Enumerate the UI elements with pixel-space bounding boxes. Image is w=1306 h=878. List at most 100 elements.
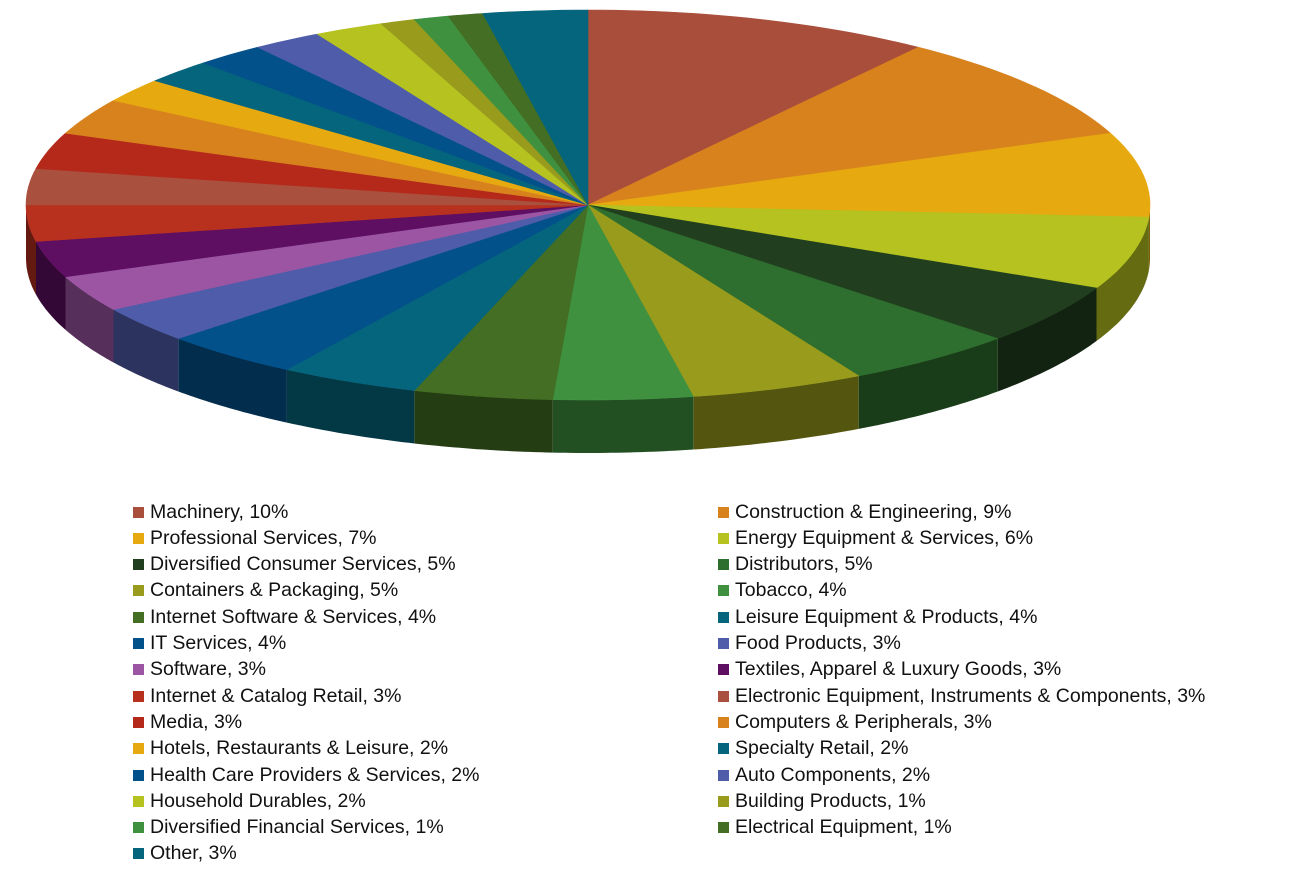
pie-slice-diversified-consumer-services bbox=[587, 204, 1098, 339]
pie-side-walls bbox=[26, 205, 1150, 453]
legend-label: Diversified Consumer Services, 5% bbox=[150, 553, 456, 576]
pie-slice-media bbox=[35, 132, 589, 206]
legend-swatch bbox=[133, 506, 144, 518]
pie-side-tobacco bbox=[552, 396, 694, 453]
legend-label: Containers & Packaging, 5% bbox=[150, 579, 399, 602]
pie-slice-software bbox=[64, 204, 589, 310]
legend-swatch bbox=[718, 559, 729, 571]
legend-item-internet-and-catalog-retail: Internet & Catalog Retail, 3% bbox=[133, 684, 401, 708]
pie-side-it-services bbox=[178, 338, 287, 423]
pie-slice-construction-and-engineering bbox=[587, 46, 1112, 206]
legend-swatch bbox=[133, 716, 144, 728]
legend-swatch bbox=[133, 559, 144, 571]
legend-swatch bbox=[718, 716, 729, 728]
legend-item-tobacco: Tobacco, 4% bbox=[718, 579, 847, 603]
legend-item-containers-and-packaging: Containers & Packaging, 5% bbox=[133, 579, 398, 603]
legend-label: Electrical Equipment, 1% bbox=[735, 816, 952, 839]
pie-slice-health-care-providers-and-services bbox=[202, 46, 589, 206]
legend-item-textiles-apparel-and-luxury-goods: Textiles, Apparel & Luxury Goods, 3% bbox=[718, 658, 1061, 682]
legend-item-electronic-equipment-instruments-and-components: Electronic Equipment, Instruments & Comp… bbox=[718, 684, 1205, 708]
legend-item-electrical-equipment: Electrical Equipment, 1% bbox=[718, 816, 952, 840]
legend-swatch bbox=[133, 795, 144, 807]
pie-slice-building-products bbox=[380, 19, 589, 206]
pie-slice-other bbox=[482, 9, 589, 206]
legend-label: Diversified Financial Services, 1% bbox=[150, 816, 444, 839]
legend-swatch bbox=[133, 585, 144, 597]
pie-slice-auto-components bbox=[256, 33, 589, 206]
legend-label: Food Products, 3% bbox=[735, 632, 901, 654]
pie-slice-hotels-restaurants-and-leisure bbox=[112, 80, 589, 206]
legend-swatch bbox=[718, 664, 729, 676]
legend-swatch bbox=[718, 690, 729, 702]
legend-swatch bbox=[718, 506, 729, 518]
legend-item-auto-components: Auto Components, 2% bbox=[718, 763, 930, 787]
legend-item-machinery: Machinery, 10% bbox=[133, 500, 288, 524]
pie-slice-electrical-equipment bbox=[447, 13, 589, 206]
legend-item-other: Other, 3% bbox=[133, 842, 237, 866]
pie-side-distributors bbox=[858, 338, 998, 429]
legend-item-distributors: Distributors, 5% bbox=[718, 553, 873, 577]
legend-swatch bbox=[133, 690, 144, 702]
legend-label: Health Care Providers & Services, 2% bbox=[150, 763, 480, 786]
legend-item-health-care-providers-and-services: Health Care Providers & Services, 2% bbox=[133, 763, 479, 787]
legend-swatch bbox=[718, 795, 729, 807]
legend-swatch bbox=[718, 532, 729, 544]
legend-label: Specialty Retail, 2% bbox=[735, 737, 909, 760]
legend-swatch bbox=[718, 638, 729, 649]
legend-swatch bbox=[718, 822, 729, 834]
legend-item-it-services: IT Services, 4% bbox=[133, 632, 286, 656]
legend-swatch bbox=[133, 848, 144, 860]
legend-label: Software, 3% bbox=[150, 658, 266, 681]
legend-item-software: Software, 3% bbox=[133, 658, 266, 682]
pie-side-software bbox=[65, 276, 114, 363]
legend-label: Energy Equipment & Services, 6% bbox=[735, 526, 1034, 549]
pie-slice-containers-and-packaging bbox=[587, 204, 860, 397]
legend-swatch bbox=[133, 638, 144, 649]
pie-side-leisure-equipment-and-products bbox=[286, 369, 415, 444]
legend-swatch bbox=[133, 532, 144, 544]
pie-slice-diversified-financial-services bbox=[413, 15, 589, 206]
legend-label: Professional Services, 7% bbox=[150, 526, 377, 549]
legend-label: Auto Components, 2% bbox=[735, 763, 931, 786]
legend-label: Distributors, 5% bbox=[735, 553, 873, 576]
legend-swatch bbox=[718, 585, 729, 597]
pie-slice-professional-services bbox=[587, 132, 1151, 218]
legend-item-diversified-financial-services: Diversified Financial Services, 1% bbox=[133, 816, 444, 840]
legend-item-construction-and-engineering: Construction & Engineering, 9% bbox=[718, 500, 1011, 524]
legend-item-professional-services: Professional Services, 7% bbox=[133, 526, 377, 550]
legend-item-specialty-retail: Specialty Retail, 2% bbox=[718, 737, 908, 761]
pie-slice-internet-software-and-services bbox=[413, 204, 589, 400]
legend-label: Tobacco, 4% bbox=[735, 579, 847, 602]
legend-label: Hotels, Restaurants & Leisure, 2% bbox=[150, 737, 449, 760]
legend-label: Machinery, 10% bbox=[150, 500, 289, 523]
pie-slice-distributors bbox=[587, 204, 999, 377]
pie-slice-internet-and-catalog-retail bbox=[25, 204, 589, 242]
pie-slice-it-services bbox=[177, 204, 589, 370]
pie-side-internet-and-catalog-retail bbox=[26, 205, 36, 295]
legend-label: Other, 3% bbox=[150, 842, 237, 865]
legend-label: Internet Software & Services, 4% bbox=[150, 605, 437, 628]
pie-slice-textiles-apparel-and-luxury-goods bbox=[35, 204, 589, 278]
legend-label: Leisure Equipment & Products, 4% bbox=[735, 605, 1038, 628]
pie-side-professional-services bbox=[1148, 205, 1150, 271]
legend-label: Internet & Catalog Retail, 3% bbox=[150, 684, 402, 707]
legend-swatch bbox=[718, 611, 729, 623]
legend-swatch bbox=[133, 611, 144, 623]
pie-side-food-products bbox=[113, 309, 179, 392]
legend-label: Household Durables, 2% bbox=[150, 789, 366, 812]
legend-label: IT Services, 4% bbox=[150, 632, 287, 654]
legend-label: Electronic Equipment, Instruments & Comp… bbox=[735, 684, 1206, 707]
pie-side-energy-equipment-and-services bbox=[1096, 217, 1149, 341]
pie-slice-machinery bbox=[587, 9, 920, 206]
legend-item-hotels-restaurants-and-leisure: Hotels, Restaurants & Leisure, 2% bbox=[133, 737, 448, 761]
legend-label: Media, 3% bbox=[150, 710, 243, 733]
legend-label: Construction & Engineering, 9% bbox=[735, 500, 1012, 523]
pie-slice-energy-equipment-and-services bbox=[587, 204, 1150, 289]
legend-label: Computers & Peripherals, 3% bbox=[735, 710, 992, 733]
legend-item-leisure-equipment-and-products: Leisure Equipment & Products, 4% bbox=[718, 605, 1037, 629]
legend-item-computers-and-peripherals: Computers & Peripherals, 3% bbox=[718, 710, 992, 734]
legend-item-diversified-consumer-services: Diversified Consumer Services, 5% bbox=[133, 553, 456, 577]
pie-slices bbox=[25, 9, 1151, 401]
